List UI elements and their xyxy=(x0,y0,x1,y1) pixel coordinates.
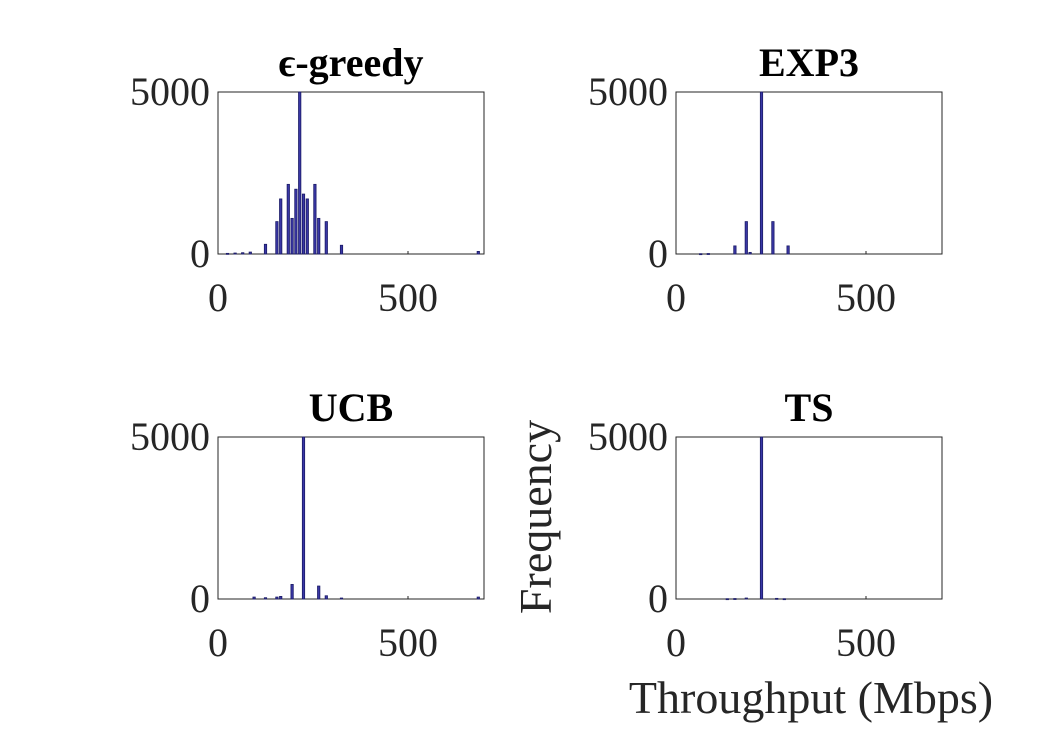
panel-epsilon-greedy: 0 5000 0 500 ϵ-greedy xyxy=(130,40,485,320)
y-tick-label: 5000 xyxy=(588,69,668,114)
panel-exp3: 0 5000 0 500 EXP3 xyxy=(588,40,943,320)
x-tick-label: 0 xyxy=(208,275,228,320)
histogram-bar xyxy=(744,597,748,600)
histogram-bar xyxy=(759,91,764,255)
y-tick-label: 5000 xyxy=(588,414,668,459)
x-tick-label: 500 xyxy=(378,275,438,320)
histogram-bar xyxy=(476,596,480,600)
histogram-bar xyxy=(248,251,252,255)
y-tick-label: 5000 xyxy=(130,69,210,114)
panel-title: ϵ-greedy xyxy=(279,40,424,85)
plot-frame xyxy=(675,91,943,255)
histogram-bar xyxy=(706,253,710,255)
histogram-bar xyxy=(233,252,237,255)
histogram-bar xyxy=(313,183,317,255)
histogram-bar xyxy=(733,598,737,600)
histogram-bar xyxy=(759,436,764,600)
histogram-bar xyxy=(241,252,245,255)
histogram-bar xyxy=(339,597,344,600)
histogram-bar xyxy=(252,596,256,600)
panel-ts: 0 5000 0 500 TS xyxy=(588,385,943,665)
plot-frame xyxy=(217,91,485,255)
histogram-bar xyxy=(317,217,321,255)
histogram-bar xyxy=(782,598,786,601)
histogram-bar xyxy=(263,243,268,255)
histogram-bar xyxy=(279,198,283,255)
y-tick-label: 0 xyxy=(648,231,668,276)
histogram-bar xyxy=(225,252,230,255)
histogram-bar xyxy=(301,193,306,255)
histogram-bar xyxy=(290,217,294,255)
histogram-bar xyxy=(286,183,290,255)
histogram-bar xyxy=(290,584,294,600)
x-tick-label: 500 xyxy=(836,620,896,665)
y-tick-label: 0 xyxy=(190,576,210,621)
histogram-bar xyxy=(699,253,703,256)
histogram-bar xyxy=(775,597,779,600)
histogram-bar xyxy=(324,221,328,255)
plot-frame xyxy=(675,436,943,600)
plot-frame xyxy=(217,436,485,600)
x-axis-label: Throughput (Mbps) xyxy=(629,672,993,723)
histogram-bar xyxy=(771,221,775,255)
histogram-bar xyxy=(317,585,321,600)
histogram-bar xyxy=(275,221,279,255)
panel-ucb: 0 5000 0 500 UCB xyxy=(130,385,485,665)
panel-title: EXP3 xyxy=(759,40,859,85)
x-tick-label: 0 xyxy=(208,620,228,665)
histogram-bar xyxy=(275,596,279,600)
y-tick-label: 0 xyxy=(190,231,210,276)
y-tick-label: 0 xyxy=(648,576,668,621)
histogram-bar xyxy=(305,198,309,255)
y-tick-label: 5000 xyxy=(130,414,210,459)
panel-title: TS xyxy=(785,385,834,430)
histogram-bar xyxy=(748,251,752,255)
histogram-bar xyxy=(733,245,737,255)
histogram-bar xyxy=(744,221,748,255)
x-tick-label: 0 xyxy=(666,275,686,320)
histogram-bar xyxy=(298,91,302,255)
histogram-bar xyxy=(725,598,729,601)
x-tick-label: 0 xyxy=(666,620,686,665)
x-tick-label: 500 xyxy=(378,620,438,665)
panel-title: UCB xyxy=(309,385,393,430)
histogram-bar xyxy=(279,596,283,600)
x-tick-label: 500 xyxy=(836,275,896,320)
histogram-bar xyxy=(786,245,790,255)
histogram-bar xyxy=(263,597,268,600)
histogram-bar xyxy=(301,436,306,600)
y-axis-label: Frequency xyxy=(510,420,561,614)
histogram-bar xyxy=(324,595,328,600)
histogram-bar xyxy=(294,188,298,255)
histogram-bar xyxy=(476,251,480,255)
histogram-bar xyxy=(339,244,344,255)
